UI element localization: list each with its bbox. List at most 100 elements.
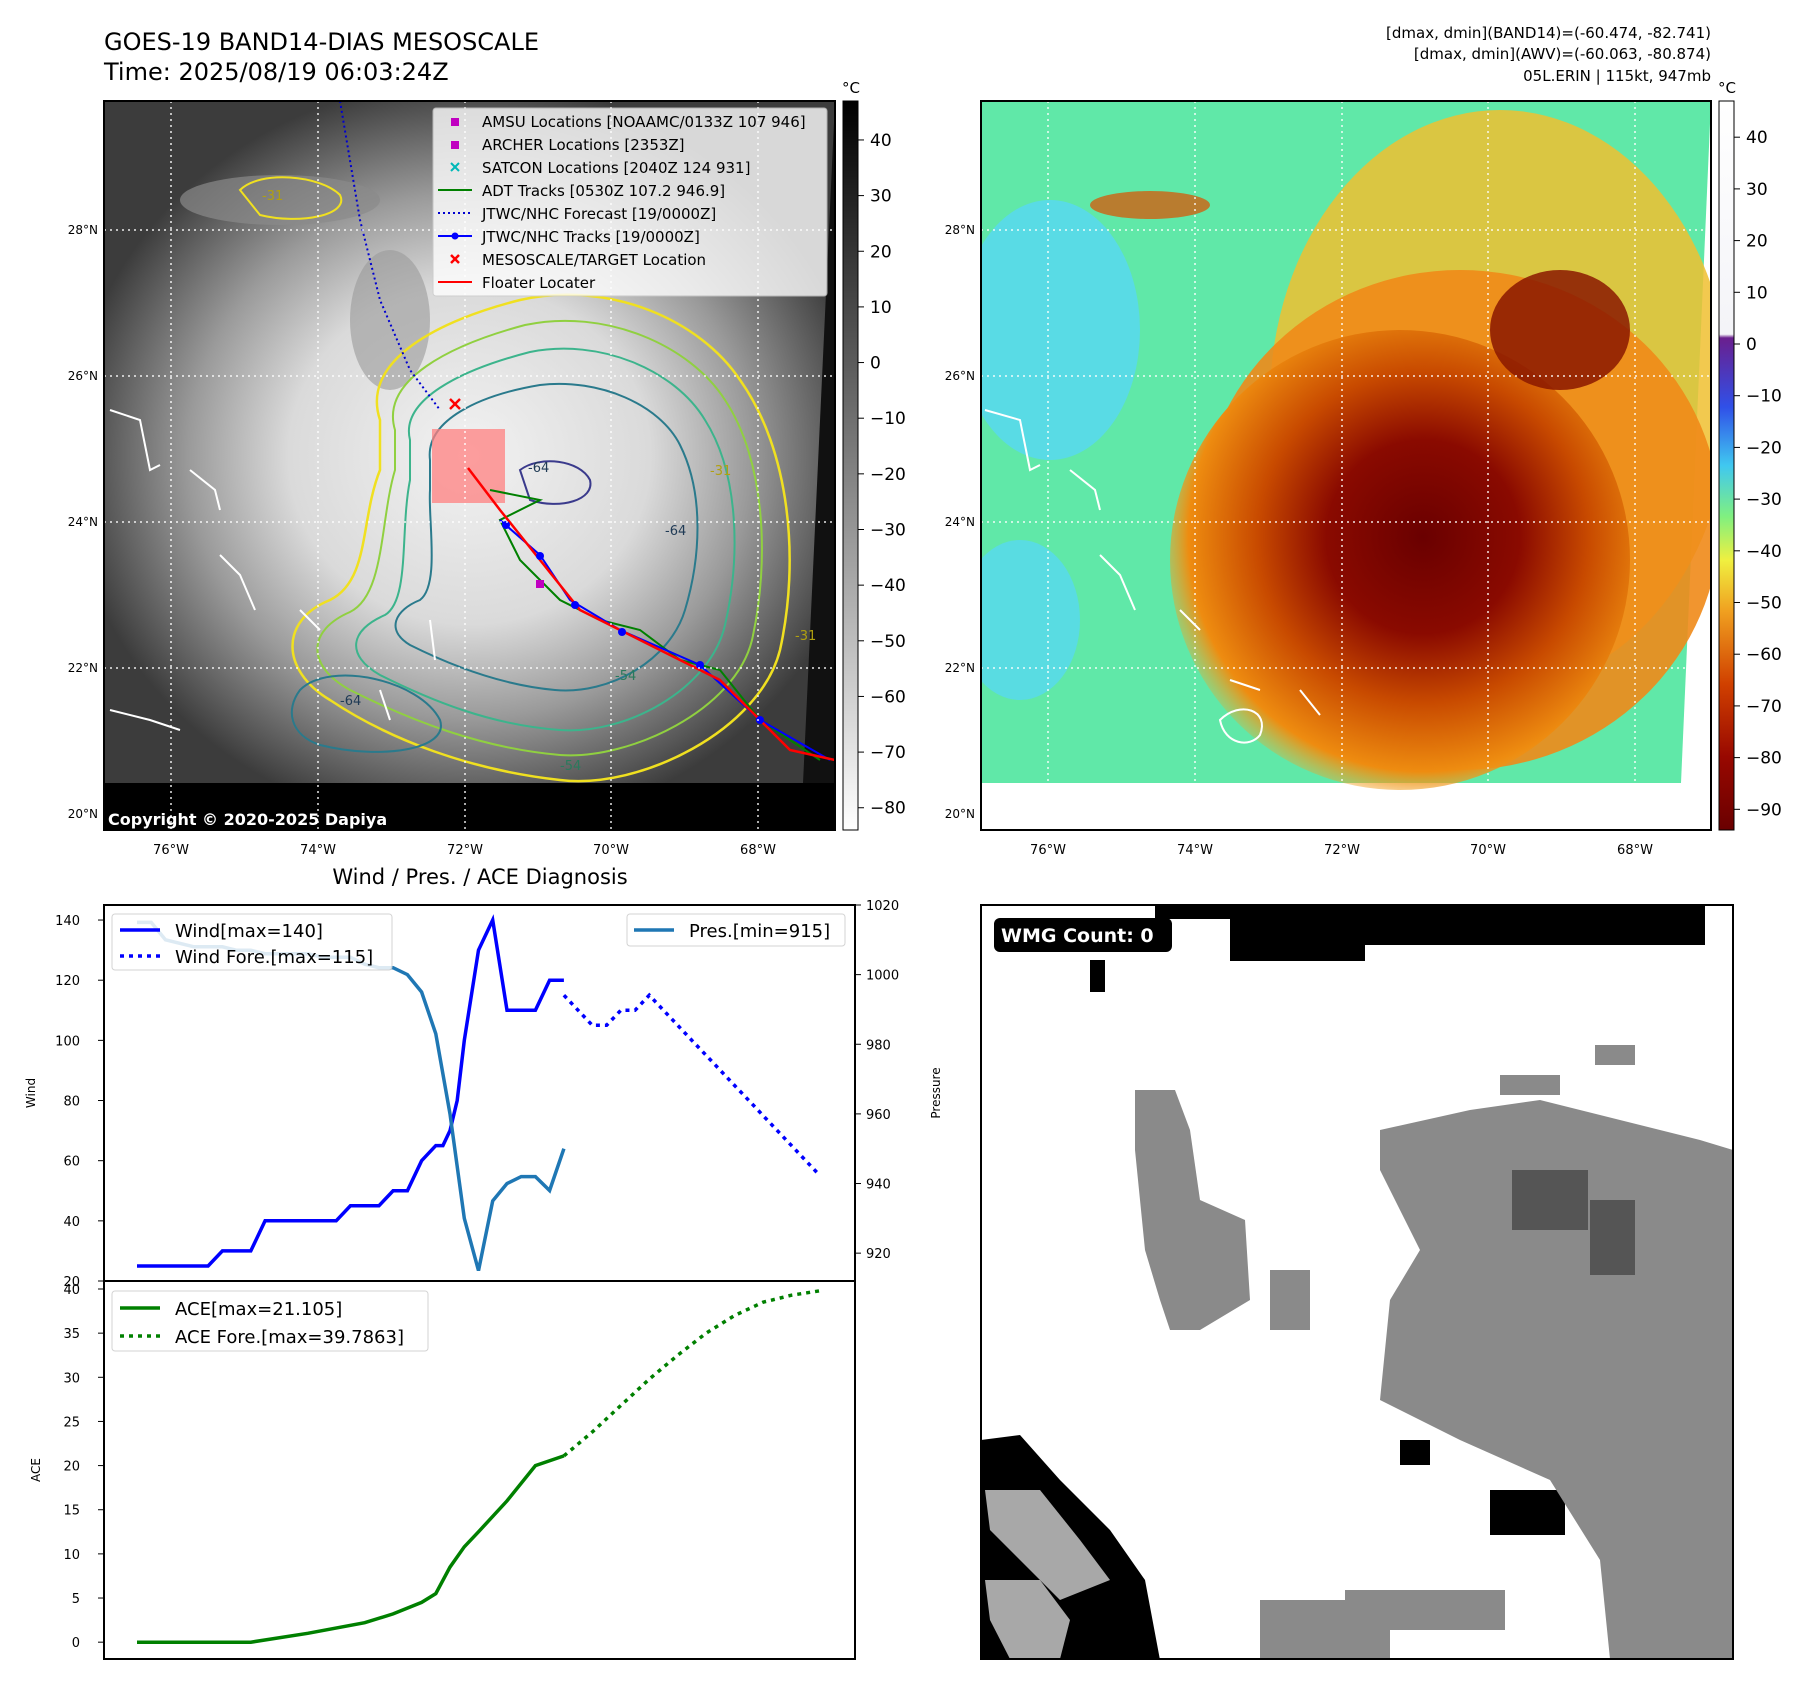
lat-label: 26°N — [68, 369, 98, 383]
island-outline — [1218, 708, 1263, 744]
colorbar-tick-label: −40 — [870, 576, 906, 596]
lon-label: 76°W — [1030, 843, 1066, 858]
color-colorbar-ticks: 40 30 20 10 0 −10 −20 −30 −40 −50 −60 −70 −80 −90 — [1734, 128, 1782, 820]
ace-tick-label: 30 — [63, 1371, 80, 1386]
contour-label: -54 — [615, 669, 636, 684]
pressure-tick-label: 940 — [866, 1178, 891, 1193]
ace-series — [137, 1289, 821, 1644]
ace-tick-label: 20 — [63, 1460, 80, 1475]
colorbar-tick-label: −20 — [870, 465, 906, 485]
contour-labels: -64 -64 -64 -54 -54 -31 -31 -31 — [262, 189, 816, 774]
colorbar-tick-label: −60 — [1746, 645, 1782, 665]
title-line1: GOES-19 BAND14-DIAS MESOSCALE — [104, 28, 539, 56]
colorbar-tick-label: 10 — [870, 298, 892, 318]
color-lat-labels: 28°N 26°N 24°N 22°N 20°N — [945, 223, 975, 821]
colorbar-tick-label: 30 — [1746, 180, 1768, 200]
legend-entry: AMSU Locations [NOAAMC/0133Z 107 946] — [482, 113, 806, 131]
ace-axis-label: ACE — [29, 1458, 43, 1482]
lon-label: 72°W — [447, 843, 483, 858]
colorbar-tick-label: −80 — [1746, 749, 1782, 769]
pressure-tick-label: 1000 — [866, 969, 899, 984]
colorbar-tick-label: 40 — [1746, 128, 1768, 148]
ace-tick-label: 10 — [63, 1548, 80, 1563]
wind-tick-label: 40 — [63, 1215, 80, 1230]
forecast-track — [339, 101, 441, 411]
ir-no-data-strip — [104, 783, 835, 830]
hurricane-core — [1170, 330, 1630, 790]
pressure-tick-label: 920 — [866, 1247, 891, 1262]
track-point — [502, 521, 510, 529]
legend-entry: JTWC/NHC Forecast [19/0000Z] — [481, 205, 716, 223]
ace-legend-box — [111, 1290, 429, 1352]
ace-legend: ACE[max=21.105] ACE Fore.[max=39.7863] — [111, 1290, 429, 1352]
legend-entry: Pres.[min=915] — [689, 921, 830, 942]
wind-legend-box — [111, 913, 393, 971]
info-line1: [dmax, dmin](BAND14)=(-60.474, -82.741) — [1386, 24, 1711, 42]
contour-lightgreen — [316, 319, 763, 757]
pressure-tick-label: 1020 — [866, 899, 899, 914]
colorbar-tick-label: −40 — [1746, 542, 1782, 562]
track-point — [571, 601, 579, 609]
legend-entry: Wind Fore.[max=115] — [175, 947, 373, 968]
ace-chart: ACE 0 5 10 15 20 25 30 35 40 ACE[max=21.105] ACE… — [29, 1280, 856, 1660]
colorbar-tick-label: 40 — [870, 131, 892, 151]
ir-map-panel: -64 -64 -64 -54 -54 -31 -31 -31 Copyrigh… — [68, 79, 906, 858]
legend-entry: ADT Tracks [0530Z 107.2 946.9] — [482, 182, 725, 200]
info-line3: 05L.ERIN | 115kt, 947mb — [1523, 67, 1711, 85]
wmg-dark-cells — [1512, 1170, 1635, 1275]
wind-axes: 20 40 60 80 100 120 140 920 940 960 980 1000 1020 — [55, 899, 899, 1290]
ace-tick-label: 0 — [72, 1636, 80, 1651]
lat-label: 20°N — [945, 807, 975, 821]
colorbar-tick-label: 0 — [1746, 335, 1757, 355]
track-point — [618, 628, 626, 636]
legend-square-icon — [451, 118, 459, 126]
legend-entry: Wind[max=140] — [175, 921, 323, 942]
colorbar-tick-label: −60 — [870, 687, 906, 707]
contour-label: -31 — [710, 464, 731, 479]
wmg-frame — [980, 904, 1734, 1660]
pressure-axis-label: Pressure — [929, 1067, 943, 1118]
contour-label: -31 — [795, 629, 816, 644]
track-points — [502, 521, 764, 724]
lat-label: 24°N — [945, 515, 975, 529]
wmg-panel: WMG Count: 0 — [980, 904, 1734, 1660]
gray-colorbar: °C 40 30 20 10 0 −10 −20 −30 −40 −50 −60 −70 −80 — [842, 79, 906, 831]
northern-convection — [1490, 270, 1630, 390]
ace-tick-label: 35 — [63, 1327, 80, 1342]
contour-label: -64 — [665, 524, 686, 539]
lat-label: 20°N — [68, 807, 98, 821]
lon-label: 68°W — [740, 843, 776, 858]
series-line — [137, 1454, 565, 1644]
color-lon-labels: 76°W 74°W 72°W 70°W 68°W — [1030, 843, 1653, 858]
wind-legend: Wind[max=140] Wind Fore.[max=115] — [111, 913, 393, 971]
legend-entry: Floater Locater — [482, 274, 596, 292]
colorbar-tick-label: −20 — [1746, 438, 1782, 458]
diagnosis-title: Wind / Pres. / ACE Diagnosis — [332, 865, 627, 889]
wind-pressure-chart: Wind Pressure 20 40 60 80 100 120 140 920 940 960… — [24, 899, 943, 1290]
wmg-gray-cells — [1135, 1045, 1733, 1659]
lat-label: 24°N — [68, 515, 98, 529]
color-map-frame — [980, 100, 1712, 831]
lat-label: 28°N — [68, 223, 98, 237]
lon-label: 76°W — [153, 843, 189, 858]
ir-lat-labels: 28°N 26°N 24°N 22°N 20°N — [68, 223, 98, 821]
legend-square-icon — [451, 141, 459, 149]
color-field-cyan — [981, 200, 1140, 460]
cloud-patch-n — [350, 250, 430, 390]
contour-label: -64 — [340, 694, 361, 709]
colorbar-tick-label: 10 — [1746, 283, 1768, 303]
color-map-panel: 28°N 26°N 24°N 22°N 20°N 76°W 74°W 72°W … — [945, 79, 1782, 858]
ir-map-frame — [103, 100, 836, 831]
gray-colorbar-bar — [842, 100, 859, 831]
wind-tick-label: 100 — [55, 1034, 80, 1049]
ace-tick-label: 40 — [63, 1283, 80, 1298]
colorbar-tick-label: 0 — [870, 354, 881, 374]
lon-label: 74°W — [300, 843, 336, 858]
colorbar-tick-label: −80 — [870, 799, 906, 819]
info-line2: [dmax, dmin](AWV)=(-60.063, -80.874) — [1414, 45, 1711, 63]
legend-entry: ACE[max=21.105] — [175, 1299, 342, 1320]
series-line — [137, 914, 564, 1268]
color-colorbar-bar — [1718, 100, 1735, 831]
lon-label: 70°W — [593, 843, 629, 858]
